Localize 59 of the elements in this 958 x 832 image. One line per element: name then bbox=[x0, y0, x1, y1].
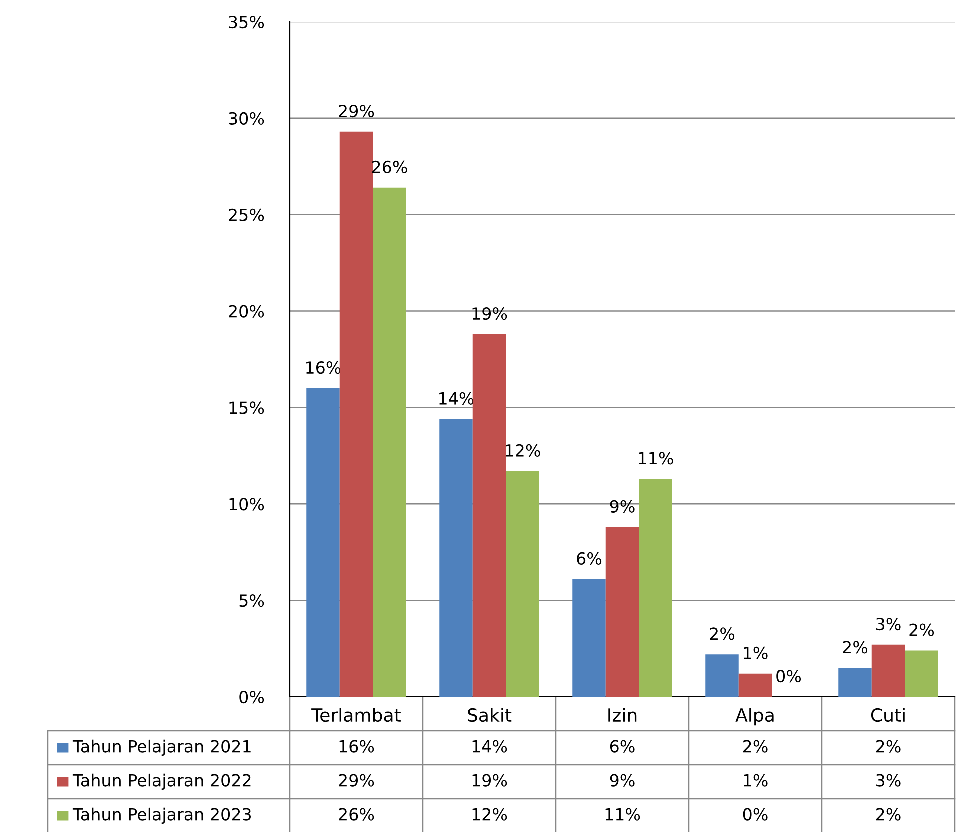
data-label: 29% bbox=[339, 774, 374, 787]
bar bbox=[506, 471, 540, 697]
y-tick-label: 25% bbox=[229, 208, 264, 222]
text: 19% bbox=[472, 307, 508, 320]
x-tick-label: Izin bbox=[608, 708, 637, 722]
text: 14% bbox=[440, 392, 474, 405]
bar bbox=[572, 579, 606, 697]
y-tick-label: 5% bbox=[240, 594, 264, 608]
data-label: 9% bbox=[610, 774, 635, 787]
text: 2% bbox=[843, 641, 868, 654]
x-tick-label: Terlambat bbox=[312, 708, 401, 722]
x-tick-label: Sakit bbox=[468, 708, 512, 722]
text: 9% bbox=[610, 500, 635, 513]
text: 12% bbox=[506, 444, 540, 458]
y-tick-label: 15% bbox=[230, 402, 264, 414]
bar bbox=[639, 479, 672, 697]
y-tick-label: 20% bbox=[229, 305, 264, 318]
data-label: 2% bbox=[744, 740, 768, 753]
bar bbox=[373, 188, 406, 697]
y-tick-label: 10% bbox=[230, 498, 264, 511]
text: 11% bbox=[639, 452, 674, 465]
text: 0% bbox=[776, 670, 802, 683]
bar bbox=[606, 527, 640, 697]
data-label: 2% bbox=[876, 740, 901, 753]
data-label: 6% bbox=[610, 740, 635, 753]
y-tick-label: 0% bbox=[240, 690, 264, 704]
data-label: 12% bbox=[472, 808, 508, 821]
data-label: 2% bbox=[876, 808, 901, 821]
x-tick-label: Cuti bbox=[871, 708, 905, 722]
bar bbox=[838, 668, 872, 697]
bar bbox=[738, 674, 772, 697]
text: 16% bbox=[306, 361, 341, 374]
data-label: 0% bbox=[743, 808, 768, 821]
bar bbox=[472, 334, 506, 697]
text: 1% bbox=[744, 646, 768, 660]
text: 29% bbox=[339, 104, 374, 118]
bar bbox=[440, 419, 473, 697]
bar bbox=[340, 132, 374, 697]
bar bbox=[872, 644, 906, 697]
bar bbox=[306, 388, 340, 697]
bar bbox=[706, 654, 739, 697]
bar bbox=[905, 650, 938, 697]
data-label: 14% bbox=[472, 740, 508, 753]
legend-label: Tahun Pelajaran 2022 bbox=[72, 774, 251, 790]
data-label: 11% bbox=[606, 808, 640, 821]
legend-label: Tahun Pelajaran 2021 bbox=[72, 740, 251, 756]
text: 2% bbox=[710, 628, 735, 640]
y-tick-label: 30% bbox=[229, 112, 264, 125]
data-label: 3% bbox=[876, 774, 901, 787]
data-label: 1% bbox=[744, 774, 768, 787]
y-tick-label: 35% bbox=[229, 16, 264, 29]
data-label: 26% bbox=[339, 808, 374, 821]
data-label: 16% bbox=[340, 740, 374, 753]
x-tick-label: Alpa bbox=[736, 708, 774, 726]
text: 3% bbox=[876, 618, 901, 631]
legend-label: Tahun Pelajaran 2023 bbox=[72, 808, 252, 824]
text: 2% bbox=[910, 624, 934, 636]
text: 6% bbox=[577, 552, 602, 566]
data-label: 19% bbox=[472, 774, 508, 787]
